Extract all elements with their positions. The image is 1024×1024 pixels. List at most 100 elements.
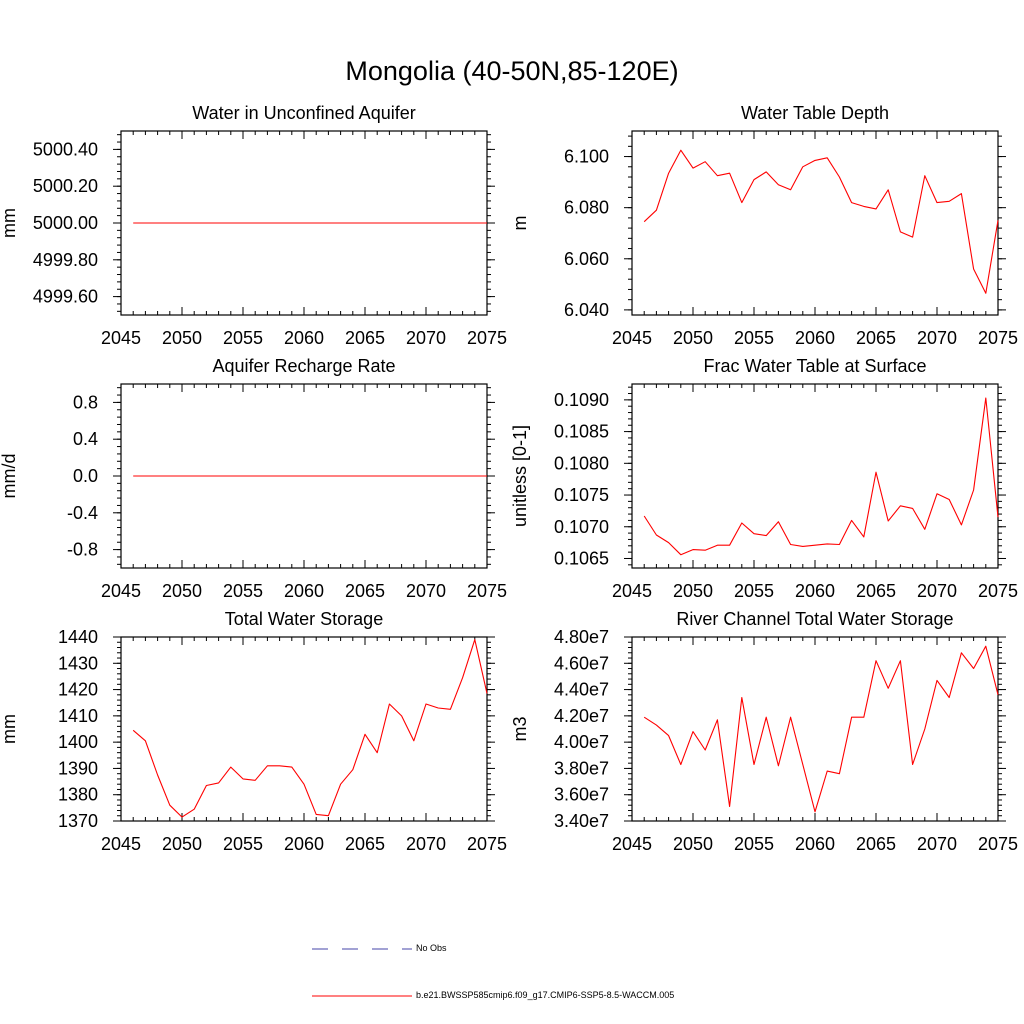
x-tick-label: 2055	[734, 328, 774, 348]
y-tick-label: 1440	[58, 627, 98, 647]
panel-title: Water Table Depth	[741, 103, 889, 123]
y-tick-label: 6.060	[564, 249, 609, 269]
y-tick-label: 4.00e7	[554, 732, 609, 752]
x-tick-label: 2075	[467, 328, 507, 348]
y-axis-label: unitless [0-1]	[510, 425, 530, 527]
panel-title: Water in Unconfined Aquifer	[192, 103, 415, 123]
legend	[312, 948, 412, 997]
y-tick-label: 3.60e7	[554, 785, 609, 805]
y-axis-label: mm	[0, 714, 19, 744]
y-tick-label: 0.1075	[554, 485, 609, 505]
y-axis-label: mm/d	[0, 454, 19, 499]
x-tick-label: 2050	[673, 834, 713, 854]
y-axis-label: m3	[510, 716, 530, 741]
legend-obs-label: No Obs	[416, 943, 447, 953]
y-tick-label: 4.80e7	[554, 627, 609, 647]
y-tick-label: 1370	[58, 811, 98, 831]
panel-2: Water Table Depth m 2045 2050 2055 2060 2065 20…	[510, 103, 1018, 348]
x-tick-label: 2075	[978, 834, 1018, 854]
x-tick-label: 2075	[978, 328, 1018, 348]
panel-title: Total Water Storage	[225, 609, 383, 629]
y-axis-label: m	[510, 216, 530, 231]
series-line	[643, 645, 999, 813]
plot-frame	[631, 636, 999, 822]
y-tick-label: 0.8	[73, 392, 98, 412]
x-tick-label: 2075	[467, 834, 507, 854]
y-tick-label: -0.4	[67, 503, 98, 523]
x-tick-label: 2065	[345, 328, 385, 348]
y-tick-label: 6.100	[564, 147, 609, 167]
panel-title: River Channel Total Water Storage	[676, 609, 953, 629]
y-tick-label: 0.1085	[554, 422, 609, 442]
y-tick-label: 1390	[58, 758, 98, 778]
y-tick-label: 0.1090	[554, 390, 609, 410]
x-tick-label: 2060	[795, 834, 835, 854]
y-tick-label: 3.80e7	[554, 758, 609, 778]
y-tick-label: 1430	[58, 653, 98, 673]
y-tick-label: -0.8	[67, 540, 98, 560]
x-tick-label: 2070	[917, 581, 957, 601]
y-tick-label: 6.040	[564, 300, 609, 320]
x-tick-label: 2045	[101, 328, 141, 348]
y-tick-label: 1420	[58, 680, 98, 700]
x-tick-label: 2050	[162, 581, 202, 601]
x-tick-label: 2060	[795, 581, 835, 601]
x-tick-label: 2045	[101, 834, 141, 854]
x-tick-label: 2065	[345, 581, 385, 601]
x-tick-label: 2055	[223, 328, 263, 348]
x-tick-label: 2050	[162, 328, 202, 348]
y-tick-label: 4.20e7	[554, 706, 609, 726]
x-tick-label: 2070	[406, 581, 446, 601]
figure-title: Mongolia (40-50N,85-120E)	[345, 56, 679, 86]
panel-6: River Channel Total Water Storage m3 2045 2…	[510, 609, 1018, 854]
panel-3: Aquifer Recharge Rate mm/d 2045 2050 2055 206…	[0, 356, 507, 601]
x-tick-label: 2045	[612, 581, 652, 601]
y-tick-label: 0.1070	[554, 517, 609, 537]
panel-title: Aquifer Recharge Rate	[212, 356, 395, 376]
panel-4: Frac Water Table at Surface unitless [0-1…	[510, 356, 1018, 601]
series-line	[132, 639, 488, 818]
x-tick-label: 2060	[284, 328, 324, 348]
x-tick-label: 2050	[162, 834, 202, 854]
x-tick-label: 2075	[467, 581, 507, 601]
y-tick-label: 4.60e7	[554, 653, 609, 673]
y-tick-label: 5000.20	[33, 176, 98, 196]
x-tick-label: 2045	[612, 834, 652, 854]
y-tick-label: 4999.80	[33, 250, 98, 270]
panel-title: Frac Water Table at Surface	[703, 356, 926, 376]
x-tick-label: 2050	[673, 581, 713, 601]
y-tick-label: 1380	[58, 785, 98, 805]
x-tick-label: 2065	[856, 581, 896, 601]
x-tick-label: 2070	[406, 328, 446, 348]
y-tick-label: 6.080	[564, 198, 609, 218]
y-axis-label: mm	[0, 208, 19, 238]
x-tick-label: 2075	[978, 581, 1018, 601]
series-line	[643, 149, 999, 294]
series-line	[643, 397, 999, 556]
x-tick-label: 2065	[345, 834, 385, 854]
y-tick-label: 0.4	[73, 429, 98, 449]
panel-5: Total Water Storage mm 2045 2050 2055 2060 206…	[0, 609, 507, 854]
y-tick-label: 1410	[58, 706, 98, 726]
y-tick-label: 0.0	[73, 466, 98, 486]
legend-model-label: b.e21.BWSSP585cmip6.f09_g17.CMIP6-SSP5-8…	[416, 990, 675, 1000]
x-tick-label: 2055	[734, 581, 774, 601]
x-tick-label: 2070	[917, 834, 957, 854]
x-tick-label: 2050	[673, 328, 713, 348]
x-tick-label: 2045	[612, 328, 652, 348]
plot-frame	[631, 383, 999, 569]
x-tick-label: 2055	[734, 834, 774, 854]
y-tick-label: 5000.00	[33, 213, 98, 233]
y-tick-label: 5000.40	[33, 139, 98, 159]
y-tick-label: 1400	[58, 732, 98, 752]
x-tick-label: 2065	[856, 834, 896, 854]
x-tick-label: 2055	[223, 581, 263, 601]
y-tick-label: 4.40e7	[554, 680, 609, 700]
plot-frame	[120, 636, 488, 822]
x-tick-label: 2055	[223, 834, 263, 854]
x-tick-label: 2060	[795, 328, 835, 348]
y-tick-label: 0.1080	[554, 453, 609, 473]
x-tick-label: 2070	[917, 328, 957, 348]
y-tick-label: 3.40e7	[554, 811, 609, 831]
